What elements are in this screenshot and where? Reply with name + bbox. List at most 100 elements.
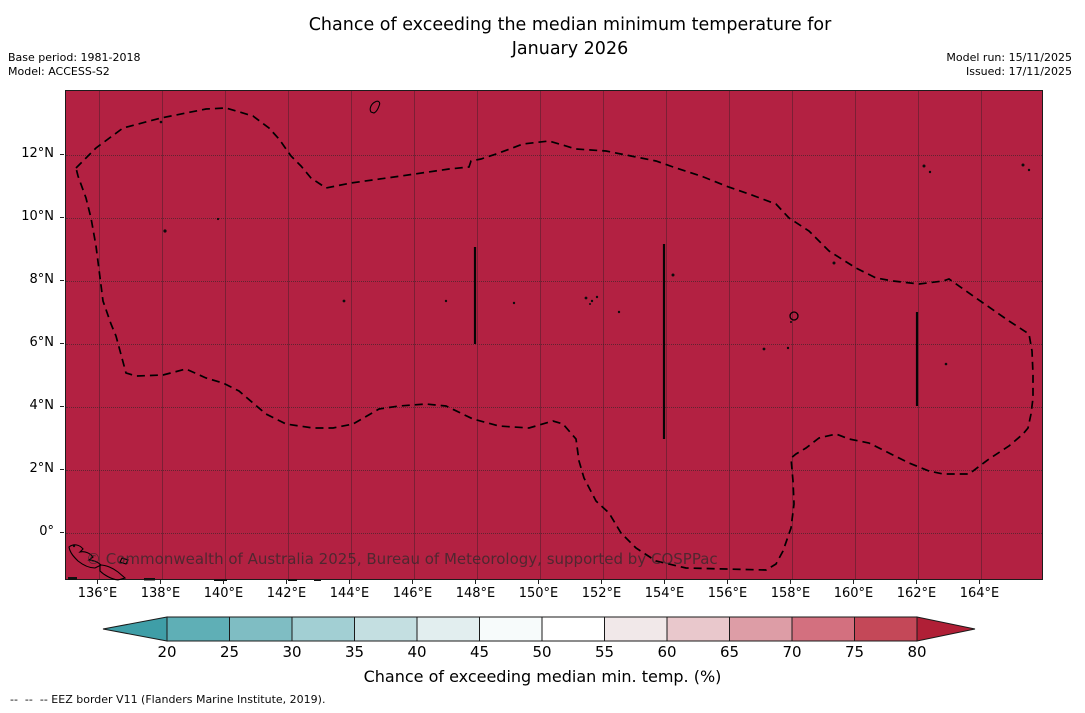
gridline-vertical xyxy=(476,91,478,579)
gridline-vertical xyxy=(791,91,793,579)
x-tick-label: 148°E xyxy=(455,586,496,601)
colorbar-segment xyxy=(416,616,480,642)
colorbar-label: Chance of exceeding median min. temp. (%… xyxy=(363,667,722,686)
colorbar-tick-label: 35 xyxy=(344,643,365,661)
gridline-vertical xyxy=(728,91,730,579)
gridline-vertical xyxy=(665,91,667,579)
model-run-text: Model run: 15/11/2025 xyxy=(946,51,1072,64)
meta-right: Model run: 15/11/2025 Issued: 17/11/2025 xyxy=(946,51,1072,79)
colorbar-segment xyxy=(479,616,543,642)
gridline-vertical xyxy=(602,91,604,579)
gridline-vertical xyxy=(413,91,415,579)
x-tick-label: 154°E xyxy=(644,586,685,601)
colorbar-segment xyxy=(354,616,418,642)
gridline-horizontal xyxy=(66,470,1042,471)
colorbar-segment xyxy=(541,616,605,642)
colorbar-right-arrow xyxy=(916,616,976,642)
gridline-horizontal xyxy=(66,533,1042,534)
x-tick-label: 152°E xyxy=(581,586,622,601)
colorbar-tick-label: 25 xyxy=(219,643,240,661)
gridline-vertical xyxy=(98,91,100,579)
colorbar-tick-label: 55 xyxy=(594,643,615,661)
colorbar-segment xyxy=(229,616,293,642)
x-tick-mark xyxy=(286,580,287,584)
gridline-vertical xyxy=(980,91,982,579)
colorbar-tick-label: 45 xyxy=(469,643,490,661)
colorbar-segment xyxy=(291,616,355,642)
figure-title-line1: Chance of exceeding the median minimum t… xyxy=(308,15,832,35)
x-tick-mark xyxy=(664,580,665,584)
x-tick-label: 136°E xyxy=(77,586,118,601)
x-tick-label: 140°E xyxy=(203,586,244,601)
y-tick-label: 2°N xyxy=(29,461,55,476)
x-tick-label: 160°E xyxy=(833,586,874,601)
copyright-watermark: © Commonwealth of Australia 2025, Bureau… xyxy=(86,550,718,568)
colorbar-left-arrow xyxy=(102,616,168,642)
gridline-vertical xyxy=(350,91,352,579)
meta-left: Base period: 1981-2018 Model: ACCESS-S2 xyxy=(8,51,140,79)
x-tick-mark xyxy=(412,580,413,584)
y-tick-mark xyxy=(60,154,64,155)
map-overlay-svg xyxy=(68,100,1034,581)
gridline-vertical xyxy=(539,91,541,579)
gridline-horizontal xyxy=(66,218,1042,219)
x-tick-mark xyxy=(97,580,98,584)
y-tick-mark xyxy=(60,406,64,407)
colorbar-tick-label: 20 xyxy=(157,643,177,661)
x-tick-mark xyxy=(349,580,350,584)
x-tick-label: 150°E xyxy=(518,586,559,601)
colorbar-tick-label: 60 xyxy=(657,643,677,661)
y-tick-label: 12°N xyxy=(21,146,54,161)
gridline-vertical xyxy=(854,91,856,579)
x-tick-mark xyxy=(160,580,161,584)
bottom-edge-land-bits xyxy=(68,577,321,581)
y-tick-mark xyxy=(60,469,64,470)
x-tick-mark xyxy=(916,580,917,584)
gridline-vertical xyxy=(224,91,226,579)
map-area: © Commonwealth of Australia 2025, Bureau… xyxy=(65,90,1043,581)
y-tick-label: 4°N xyxy=(29,398,55,413)
x-tick-label: 138°E xyxy=(140,586,181,601)
gridline-horizontal xyxy=(66,344,1042,345)
colorbar-tick-label: 50 xyxy=(532,643,552,661)
island-marks xyxy=(72,100,1031,548)
y-tick-mark xyxy=(60,532,64,533)
x-tick-label: 162°E xyxy=(896,586,937,601)
colorbar-segment xyxy=(666,616,730,642)
colorbar-segment xyxy=(729,616,793,642)
colorbar-tick-label: 30 xyxy=(282,643,302,661)
colorbar-segment xyxy=(791,616,855,642)
figure-title: Chance of exceeding the median minimum t… xyxy=(55,13,1085,61)
colorbar-tick-label: 70 xyxy=(782,643,802,661)
base-period-text: Base period: 1981-2018 xyxy=(8,51,141,64)
gridline-vertical xyxy=(161,91,163,579)
gridline-vertical xyxy=(287,91,289,579)
x-tick-label: 164°E xyxy=(959,586,1000,601)
issued-text: Issued: 17/11/2025 xyxy=(965,65,1072,78)
colorbar-tick-label: 40 xyxy=(407,643,427,661)
x-tick-mark xyxy=(727,580,728,584)
x-tick-label: 156°E xyxy=(707,586,748,601)
gridline-horizontal xyxy=(66,155,1042,156)
gridline-horizontal xyxy=(66,281,1042,282)
y-tick-mark xyxy=(60,217,64,218)
colorbar-tick-label: 80 xyxy=(907,643,927,661)
y-tick-mark xyxy=(60,343,64,344)
eez-vertical-boundary-lines xyxy=(473,244,919,439)
colorbar-segment xyxy=(604,616,668,642)
y-tick-label: 8°N xyxy=(29,272,55,287)
figure-title-line2: January 2026 xyxy=(511,39,629,59)
y-tick-label: 0° xyxy=(39,524,54,539)
y-tick-label: 10°N xyxy=(21,209,54,224)
eez-border-dashed-line xyxy=(75,107,1034,571)
colorbar xyxy=(102,616,976,642)
model-text: Model: ACCESS-S2 xyxy=(8,65,110,78)
gridline-horizontal xyxy=(66,407,1042,408)
y-tick-mark xyxy=(60,280,64,281)
x-tick-mark xyxy=(790,580,791,584)
x-tick-label: 146°E xyxy=(392,586,433,601)
coastline-fragments xyxy=(68,544,129,581)
eez-legend-text: -- -- -- EEZ border V11 (Flanders Marine… xyxy=(10,693,326,706)
x-tick-mark xyxy=(538,580,539,584)
